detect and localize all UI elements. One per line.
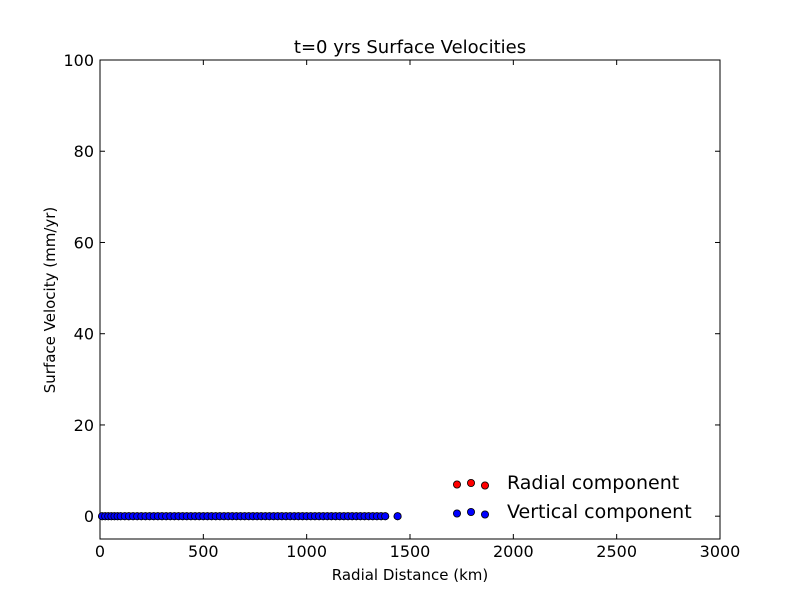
x-tick-label: 1500 <box>390 542 431 561</box>
y-tick-label: 60 <box>74 233 94 252</box>
x-tick-label: 500 <box>188 542 219 561</box>
legend-marker <box>480 481 489 490</box>
x-tick-label: 0 <box>95 542 105 561</box>
y-tick-label: 20 <box>74 416 94 435</box>
x-tick-label: 2000 <box>493 542 534 561</box>
y-tick-label: 0 <box>84 507 94 526</box>
y-tick-label: 80 <box>74 142 94 161</box>
y-tick-label: 100 <box>63 51 94 70</box>
axis-ticks: 0 500 1000 1500 2000 2500 3000 0 20 40 60 80 100 <box>63 51 740 561</box>
x-tick-label: 3000 <box>700 542 741 561</box>
plot-frame <box>99 59 721 540</box>
data-points <box>98 512 402 521</box>
legend-label: Vertical component <box>507 501 692 523</box>
x-tick-label: 2500 <box>596 542 637 561</box>
legend-marker <box>466 507 475 516</box>
legend: Radial component Vertical component <box>452 472 692 523</box>
data-point <box>381 512 390 521</box>
x-tick-label: 1000 <box>286 542 327 561</box>
x-axis-label: Radial Distance (km) <box>332 566 488 584</box>
legend-label: Radial component <box>507 472 679 494</box>
legend-marker <box>452 509 461 518</box>
legend-marker <box>466 478 475 487</box>
chart-title: t=0 yrs Surface Velocities <box>294 37 526 58</box>
legend-marker <box>452 480 461 489</box>
legend-marker <box>480 510 489 519</box>
data-point <box>393 512 402 521</box>
y-axis-label: Surface Velocity (mm/yr) <box>41 207 59 394</box>
y-tick-label: 40 <box>74 325 94 344</box>
